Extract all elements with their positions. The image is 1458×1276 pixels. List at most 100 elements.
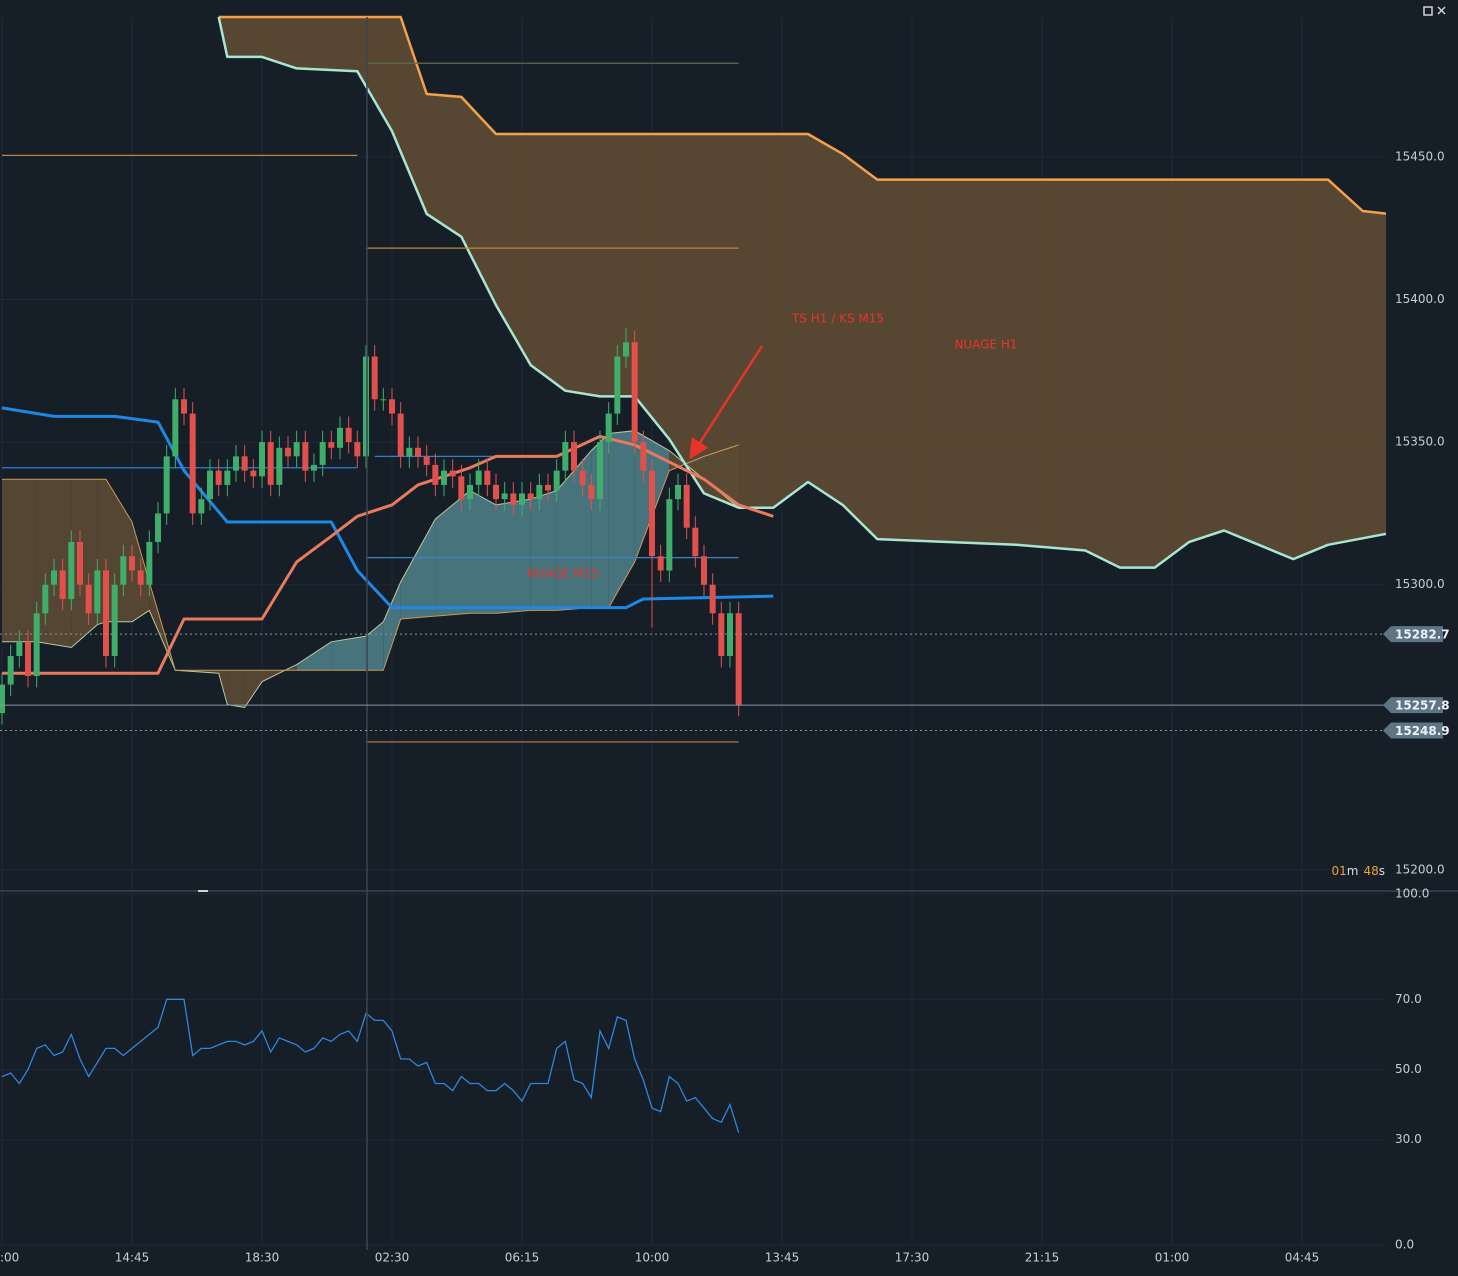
x-tick-label: 02:30 (375, 1251, 410, 1265)
candle-body (562, 442, 569, 471)
h1-cloud-fill (218, 17, 1386, 568)
candle-body (432, 464, 439, 485)
candle-body (449, 470, 456, 477)
candle-body (640, 442, 647, 471)
y-tick-label: 100.0 (1395, 887, 1429, 901)
candle-body (163, 456, 170, 514)
candle-body (415, 447, 421, 457)
y-tick-label: 50.0 (1395, 1062, 1422, 1076)
candle-body (380, 399, 387, 401)
candle-body (519, 493, 525, 505)
price-tag (1383, 722, 1443, 739)
y-tick-label: 70.0 (1395, 992, 1422, 1006)
candle-body (475, 470, 482, 485)
timer-unit: m (1347, 864, 1359, 878)
candle-body (579, 470, 586, 485)
candle-body (701, 556, 707, 585)
candle-body (709, 584, 716, 614)
annotation-arrow (689, 345, 764, 460)
m15-cloud-segment (2, 479, 37, 642)
x-tick-label: 17:30 (895, 1251, 930, 1265)
m15-cloud-segment (470, 490, 496, 614)
price-tag-label: 15282.7 (1395, 628, 1450, 642)
m15-cloud-segment (704, 444, 739, 508)
candle-body (259, 442, 265, 477)
candle-body (267, 442, 274, 485)
m15-cloud-segment (400, 519, 436, 619)
candle-body (623, 342, 629, 357)
m15-cloud-segment (383, 581, 401, 671)
x-tick-label: 13:45 (765, 1251, 800, 1265)
candle-body (25, 641, 31, 677)
candle-body (94, 570, 101, 614)
candle-body (302, 442, 309, 471)
indicator-line (2, 434, 774, 675)
candle-body (510, 493, 517, 505)
candle-body (155, 513, 161, 542)
candle-body (536, 484, 543, 500)
candle-body (51, 570, 57, 585)
price-tag-label: 15257.8 (1395, 699, 1450, 713)
candle-body (649, 470, 655, 557)
candle-body (33, 613, 40, 677)
annotation: NUAGE M15 (527, 567, 599, 581)
candle-body (181, 399, 187, 414)
candle-body (172, 399, 179, 457)
candle-body (293, 442, 300, 457)
candle-body (597, 442, 603, 500)
price-pane (0, 15, 1386, 743)
annotation: NUAGE H1 (954, 338, 1017, 352)
candle-body (311, 464, 317, 471)
x-tick-label: 21:15 (1025, 1251, 1060, 1265)
candle-body (137, 570, 144, 585)
candle-body (42, 584, 49, 614)
candle-body (7, 656, 14, 685)
price-tag (1383, 697, 1443, 714)
candle-body (605, 413, 612, 443)
candle-body (85, 584, 92, 614)
y-tick-label: 30.0 (1395, 1132, 1422, 1146)
m15-cloud-segment (227, 670, 245, 708)
annotation: TS H1 / KS M15 (791, 312, 884, 326)
candle-body (363, 356, 369, 457)
x-tick-label: 14:45 (115, 1251, 150, 1265)
candle-body (207, 470, 213, 500)
candle-body (345, 427, 352, 443)
timer-minutes: 01 (1331, 864, 1346, 878)
candle-body (354, 442, 361, 457)
candle-body (198, 499, 205, 514)
candle-body (285, 447, 291, 457)
candle-body (103, 570, 109, 657)
candle-body (631, 342, 638, 443)
candle-body (68, 541, 75, 599)
candle-body (328, 442, 335, 448)
candle-body (241, 456, 248, 471)
y-tick-label: 0.0 (1395, 1238, 1414, 1252)
candle-body (77, 541, 83, 585)
candle-body (501, 493, 508, 500)
candle-body (276, 447, 283, 485)
x-tick-label: 11:00 (0, 1251, 19, 1265)
m15-cloud-segment (496, 499, 531, 614)
candle-body (111, 584, 118, 657)
candle-body (406, 447, 413, 457)
candle-body (657, 556, 664, 571)
candle-body (189, 413, 196, 514)
maximize-button[interactable] (1423, 6, 1433, 16)
candle-timer: 01m 48s (1331, 864, 1385, 878)
m15-cloud-segment (591, 433, 609, 608)
candle-body (467, 484, 473, 500)
candle-body (527, 493, 534, 500)
y-tick-label: 15350.0 (1395, 435, 1445, 449)
candle-body (675, 484, 681, 500)
timer-unit: s (1379, 864, 1385, 878)
indicator-line (1, 406, 774, 610)
close-button[interactable] (1437, 6, 1446, 15)
candle-body (493, 484, 499, 500)
x-tick-label: 06:15 (505, 1251, 540, 1265)
candle-body (588, 484, 595, 500)
candle-body (319, 442, 326, 465)
rsi-line (1, 998, 740, 1133)
price-tag (1383, 626, 1443, 643)
